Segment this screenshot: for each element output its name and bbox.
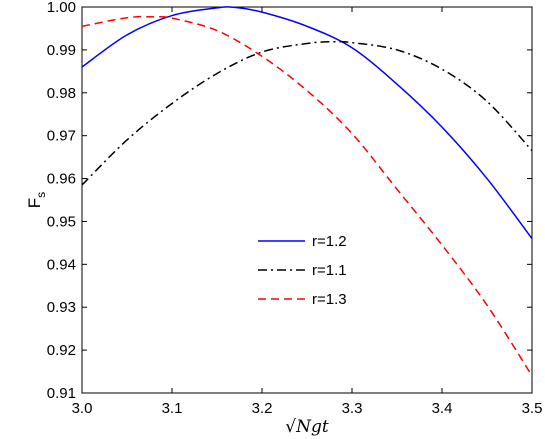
- legend: r=1.2 r=1.1 r=1.3: [258, 233, 347, 308]
- y-axis-label-main: F: [25, 198, 44, 208]
- x-tick-label: 3.4: [432, 400, 453, 417]
- series-line-r-1-2: [81, 6, 533, 240]
- plot-area: [81, 6, 533, 394]
- y-tick-label: 0.99: [47, 42, 76, 59]
- y-tick-label: 0.98: [47, 85, 76, 102]
- x-tick-label: 3.5: [522, 400, 543, 417]
- x-tick-label: 3.3: [342, 400, 363, 417]
- y-axis-label: Fs: [25, 192, 48, 208]
- y-tick-label: 0.91: [47, 385, 76, 402]
- x-tick-label: 3.1: [162, 400, 183, 417]
- series-line-r-1-1: [81, 40, 533, 186]
- y-tick-label: 0.92: [47, 342, 76, 359]
- legend-label: r=1.2: [312, 233, 347, 250]
- legend-label: r=1.1: [312, 262, 347, 279]
- legend-label: r=1.3: [312, 291, 347, 308]
- y-tick-label: 1.00: [47, 0, 76, 16]
- y-tick-label: 0.95: [47, 213, 76, 230]
- x-axis-label: √Ngt: [285, 417, 329, 437]
- y-tick-label: 0.96: [47, 171, 76, 188]
- series-line-r-1-3: [81, 15, 533, 377]
- y-tick-label: 0.97: [47, 128, 76, 145]
- y-tick-label: 0.94: [47, 256, 76, 273]
- x-tick-label: 3.2: [252, 400, 273, 417]
- y-tick-label: 0.93: [47, 299, 76, 316]
- y-axis-label-subscript: s: [34, 192, 48, 198]
- x-tick-label: 3.0: [72, 400, 93, 417]
